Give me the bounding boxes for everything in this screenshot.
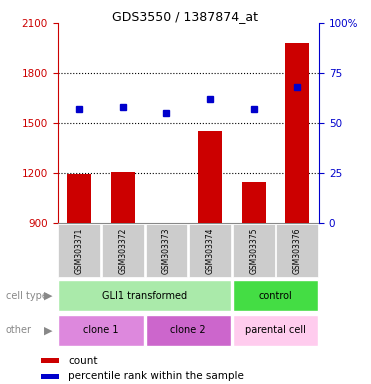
Text: ▶: ▶ [44, 325, 52, 335]
Bar [154, 223, 178, 228]
Bar [198, 131, 222, 223]
Text: percentile rank within the sample: percentile rank within the sample [68, 371, 244, 381]
Bar [276, 224, 318, 277]
Bar [145, 315, 231, 346]
Text: other: other [6, 325, 32, 335]
Bar [41, 374, 59, 379]
Text: GDS3550 / 1387874_at: GDS3550 / 1387874_at [112, 10, 259, 23]
Text: GSM303375: GSM303375 [249, 227, 258, 274]
Bar [233, 280, 318, 311]
Text: count: count [68, 356, 98, 366]
Bar [67, 174, 91, 223]
Bar [189, 224, 231, 277]
Text: ▶: ▶ [44, 291, 52, 301]
Text: clone 2: clone 2 [170, 325, 206, 335]
Text: GSM303372: GSM303372 [118, 227, 127, 274]
Bar [145, 224, 187, 277]
Bar [58, 315, 144, 346]
Text: parental cell: parental cell [245, 325, 306, 335]
Text: GSM303373: GSM303373 [162, 227, 171, 274]
Bar [58, 280, 231, 311]
Bar [233, 315, 318, 346]
Bar [233, 224, 275, 277]
Text: control: control [259, 291, 292, 301]
Text: GLI1 transformed: GLI1 transformed [102, 291, 187, 301]
Text: GSM303376: GSM303376 [293, 227, 302, 274]
Text: clone 1: clone 1 [83, 325, 119, 335]
Text: GSM303371: GSM303371 [75, 227, 84, 274]
Bar [285, 43, 309, 223]
Bar [41, 359, 59, 363]
Bar [58, 224, 100, 277]
Bar [102, 224, 144, 277]
Text: GSM303374: GSM303374 [206, 227, 214, 274]
Bar [242, 182, 266, 223]
Text: cell type: cell type [6, 291, 47, 301]
Bar [111, 172, 135, 223]
